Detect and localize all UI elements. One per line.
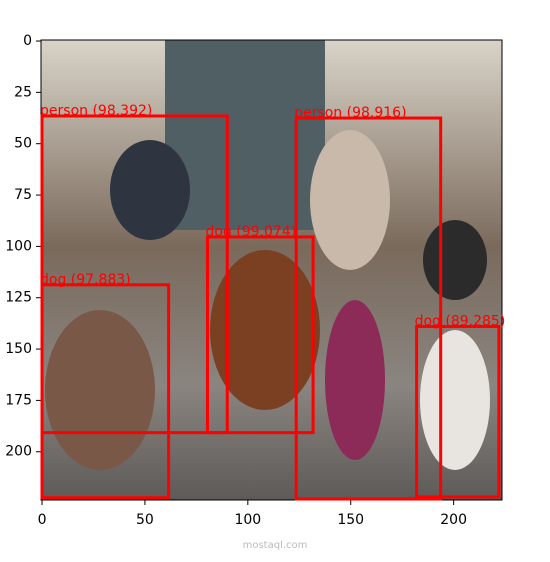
y-tick-label: 25 [14,84,32,100]
box-label: person (98.916) [294,105,406,121]
watermark: mostaql.com [243,540,308,551]
x-tick-label: 200 [440,512,467,528]
bounding-box [40,283,171,500]
box-label: dog (99.074) [205,224,296,240]
bounding-box [415,324,501,499]
x-tick-label: 150 [337,512,364,528]
x-tick-label: 50 [136,512,154,528]
y-tick-label: 100 [5,238,32,254]
box-label: dog (89.285) [415,313,506,329]
bounding-box [40,114,229,435]
bounding-box [294,116,443,501]
y-tick-label: 200 [5,444,32,460]
y-tick-label: 150 [5,341,32,357]
y-tick-label: 175 [5,392,32,408]
box-label: dog (97.883) [40,272,131,288]
y-tick-label: 50 [14,136,32,152]
y-tick-label: 0 [23,33,32,49]
bounding-box [205,235,315,435]
y-tick-label: 125 [5,290,32,306]
y-tick-label: 75 [14,187,32,203]
x-tick-label: 100 [234,512,261,528]
x-tick-label: 0 [38,512,47,528]
box-label: person (98.392) [40,103,152,119]
